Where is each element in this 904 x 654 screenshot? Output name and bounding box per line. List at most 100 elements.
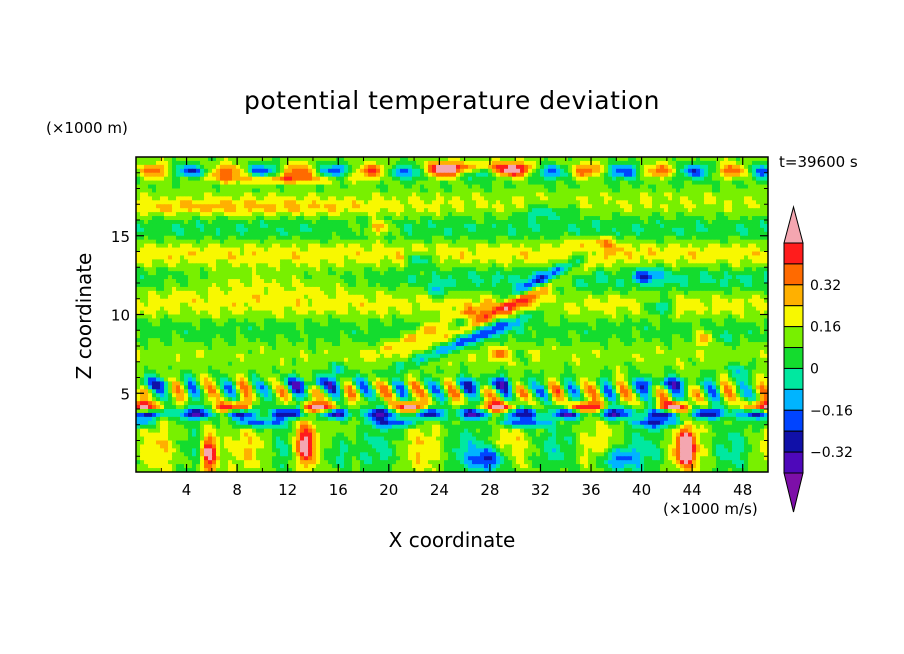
contour-cell: [708, 263, 713, 268]
contour-cell: [560, 192, 565, 197]
contour-cell: [464, 180, 469, 186]
contour-cell: [388, 172, 393, 178]
contour-cell: [508, 204, 513, 209]
contour-cell: [316, 239, 321, 245]
contour-cell: [592, 164, 597, 170]
contour-cell: [576, 180, 581, 186]
contour-cell: [312, 220, 317, 225]
contour-cell: [164, 164, 169, 170]
contour-cell: [340, 251, 345, 257]
contour-cell: [684, 267, 689, 272]
contour-cell: [480, 263, 485, 268]
contour-cell: [160, 204, 165, 209]
contour-cell: [444, 227, 449, 233]
contour-cell: [436, 259, 441, 264]
contour-cell: [744, 157, 749, 162]
contour-cell: [696, 255, 701, 260]
contour-cell: [492, 243, 497, 249]
contour-cell: [188, 192, 193, 197]
contour-cell: [336, 168, 341, 174]
contour-cell: [360, 164, 365, 170]
contour-cell: [152, 271, 157, 276]
contour-cell: [512, 176, 517, 182]
contour-cell: [696, 271, 701, 276]
contour-cell: [644, 216, 649, 221]
contour-cell: [192, 263, 197, 268]
contour-cell: [260, 200, 265, 205]
contour-cell: [644, 157, 649, 162]
contour-cell: [336, 212, 341, 217]
contour-cell: [236, 271, 241, 276]
contour-cell: [208, 263, 213, 268]
contour-cell: [172, 235, 177, 241]
contour-cell: [252, 223, 257, 229]
contour-cell: [212, 239, 217, 245]
contour-cell: [484, 263, 489, 268]
contour-cell: [548, 220, 553, 225]
contour-cell: [612, 172, 617, 178]
contour-cell: [588, 220, 593, 225]
contour-cell: [736, 227, 741, 233]
contour-cell: [656, 275, 661, 280]
contour-cell: [276, 204, 281, 209]
contour-cell: [312, 251, 317, 257]
contour-cell: [304, 239, 309, 245]
contour-cell: [184, 200, 189, 205]
contour-cell: [404, 227, 409, 233]
contour-cell: [584, 212, 589, 217]
contour-cell: [488, 267, 493, 272]
contour-cell: [532, 168, 537, 174]
contour-cell: [320, 172, 325, 178]
contour-cell: [240, 172, 245, 178]
contour-cell: [168, 271, 173, 276]
contour-cell: [456, 192, 461, 197]
contour-cell: [652, 204, 657, 209]
contour-cell: [616, 192, 621, 197]
contour-cell: [344, 275, 349, 280]
contour-cell: [192, 176, 197, 182]
contour-cell: [500, 243, 505, 249]
contour-cell: [152, 160, 157, 166]
contour-cell: [304, 180, 309, 186]
contour-cell: [540, 172, 545, 178]
contour-cell: [668, 255, 673, 260]
contour-cell: [652, 259, 657, 264]
contour-cell: [380, 263, 385, 268]
contour-cell: [200, 259, 205, 264]
contour-cell: [240, 216, 245, 221]
contour-cell: [172, 267, 177, 272]
contour-cell: [176, 208, 181, 213]
contour-cell: [532, 204, 537, 209]
contour-cell: [660, 235, 665, 241]
contour-cell: [572, 160, 577, 166]
contour-cell: [392, 216, 397, 221]
contour-cell: [152, 231, 157, 237]
contour-cell: [612, 259, 617, 264]
contour-cell: [264, 168, 269, 174]
contour-cell: [408, 196, 413, 201]
contour-cell: [228, 231, 233, 237]
contour-cell: [756, 239, 761, 245]
contour-cell: [516, 172, 521, 178]
contour-cell: [716, 243, 721, 249]
contour-cell: [228, 172, 233, 178]
contour-cell: [536, 271, 541, 276]
contour-cell: [184, 192, 189, 197]
contour-cell: [156, 180, 161, 186]
contour-cell: [268, 192, 273, 197]
contour-cell: [408, 235, 413, 241]
contour-cell: [276, 212, 281, 217]
contour-cell: [324, 259, 329, 264]
contour-cell: [464, 251, 469, 257]
contour-cell: [516, 243, 521, 249]
contour-cell: [524, 188, 529, 194]
contour-cell: [316, 157, 321, 162]
contour-cell: [400, 160, 405, 166]
contour-cell: [576, 164, 581, 170]
contour-cell: [608, 267, 613, 272]
contour-cell: [748, 172, 753, 178]
contour-cell: [756, 157, 761, 162]
contour-cell: [448, 235, 453, 241]
contour-cell: [760, 196, 765, 201]
contour-cell: [440, 164, 445, 170]
